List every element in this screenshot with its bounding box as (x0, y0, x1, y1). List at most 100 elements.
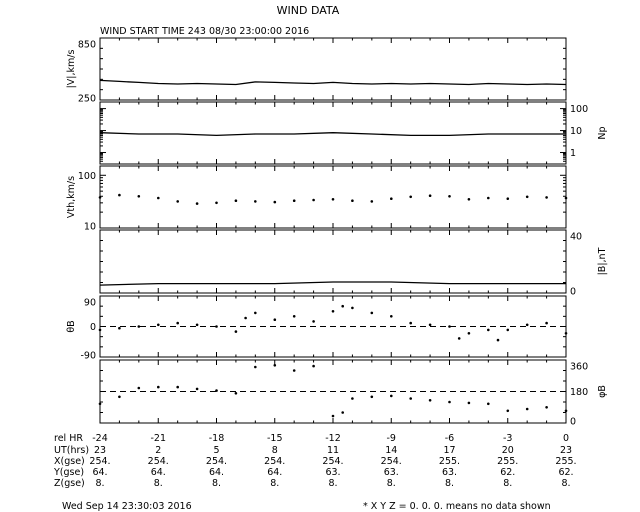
data-point (215, 389, 218, 392)
table-cell-rel: -24 (92, 433, 108, 444)
table-cell-y: 64. (209, 467, 224, 478)
table-cell-x: 255. (439, 456, 460, 467)
table-row-label: X(gse) (54, 456, 85, 467)
y-tick-label: 0 (90, 322, 96, 333)
data-point (118, 395, 121, 399)
data-point (254, 365, 257, 369)
data-point (487, 402, 490, 406)
axis-label-speed: |V|,km/s (66, 50, 77, 89)
table-cell-ut: 20 (502, 445, 514, 456)
data-point (545, 196, 548, 199)
data-point (118, 193, 121, 197)
data-point (215, 201, 218, 205)
y-tick-label: 250 (78, 94, 96, 105)
data-point (467, 198, 471, 201)
data-point (137, 325, 141, 328)
table-cell-ut: 23 (94, 445, 106, 456)
data-point (176, 200, 179, 203)
data-point (448, 400, 451, 404)
table-cell-y: 63. (384, 467, 399, 478)
data-point (137, 386, 141, 390)
data-point (487, 328, 490, 332)
table-cell-x: 255. (497, 456, 518, 467)
table-cell-z: 8. (328, 478, 337, 489)
table-cell-x: 254. (89, 456, 110, 467)
data-point (525, 323, 529, 327)
data-point (234, 330, 238, 333)
data-point (448, 195, 451, 198)
data-point (448, 325, 451, 328)
table-cell-z: 8. (503, 478, 512, 489)
data-point (545, 406, 548, 409)
footer-note: * X Y Z = 0. 0. 0. means no data shown (363, 501, 551, 512)
data-point (331, 198, 335, 201)
data-point (457, 337, 461, 340)
table-cell-ut: 2 (155, 445, 161, 456)
data-point (157, 323, 160, 327)
data-point (273, 364, 277, 367)
table-cell-z: 8. (445, 478, 454, 489)
data-point (137, 195, 141, 198)
data-point (312, 364, 315, 368)
data-point (428, 323, 432, 327)
table-cell-x: 254. (206, 456, 227, 467)
table-cell-z: 8. (270, 478, 279, 489)
table-row-label: Y(gse) (53, 467, 84, 478)
table-cell-y: 62. (500, 467, 515, 478)
table-cell-ut: 23 (560, 445, 572, 456)
table-cell-y: 62. (558, 467, 573, 478)
data-point (292, 315, 296, 318)
y-tick-label: 100 (570, 104, 588, 115)
table-cell-ut: 17 (443, 445, 455, 456)
data-point (525, 195, 529, 199)
axis-label-phi_b: φB (597, 385, 608, 398)
table-cell-x: 254. (381, 456, 402, 467)
data-point (506, 328, 510, 332)
data-point (564, 332, 568, 335)
table-cell-z: 8. (154, 478, 163, 489)
data-point (545, 321, 548, 325)
data-point (506, 197, 510, 200)
panel-field_magnitude: 40 0 |B|,nT (99, 229, 608, 298)
axis-label-thermal_speed: Vth,km/s (66, 176, 77, 218)
y-tick-label: 90 (84, 298, 96, 309)
data-point (292, 199, 296, 202)
y-tick-label: 0 (570, 287, 576, 298)
data-point (215, 325, 218, 328)
y-tick-label: 40 (570, 232, 582, 243)
y-tick-label: 10 (570, 126, 582, 137)
panel-frame (99, 37, 567, 101)
data-point (273, 318, 277, 322)
table-cell-rel: -21 (150, 433, 166, 444)
data-point (195, 323, 199, 327)
data-point (234, 199, 238, 202)
series-line-speed (99, 79, 567, 86)
start-time-label: WIND START TIME 243 08/30 23:00:00 2016 (100, 26, 309, 37)
table-cell-y: 63. (442, 467, 457, 478)
panel-speed: 850 250|V|,km/s (66, 37, 567, 105)
data-point (312, 320, 315, 323)
data-point (157, 385, 160, 389)
table-cell-y: 63. (325, 467, 340, 478)
data-point (195, 387, 199, 391)
data-point (195, 202, 199, 205)
data-point (254, 200, 257, 203)
panel-density: 100 10 1 Np (99, 101, 608, 165)
data-point (564, 196, 568, 200)
table-cell-rel: -18 (209, 433, 225, 444)
data-point (273, 200, 277, 204)
data-point (244, 316, 247, 320)
table-cell-y: 64. (151, 467, 166, 478)
data-point (351, 397, 354, 400)
data-point (118, 326, 121, 330)
data-point (341, 411, 345, 414)
table-cell-z: 8. (212, 478, 221, 489)
y-tick-label: 10 (84, 222, 96, 233)
series-line-density (99, 132, 566, 137)
table-cell-rel: -6 (445, 433, 454, 444)
table-cell-y: 64. (92, 467, 107, 478)
data-point (525, 407, 529, 411)
table-cell-rel: -9 (387, 433, 396, 444)
data-point (496, 338, 500, 342)
figure-title: WIND DATA (277, 4, 340, 17)
